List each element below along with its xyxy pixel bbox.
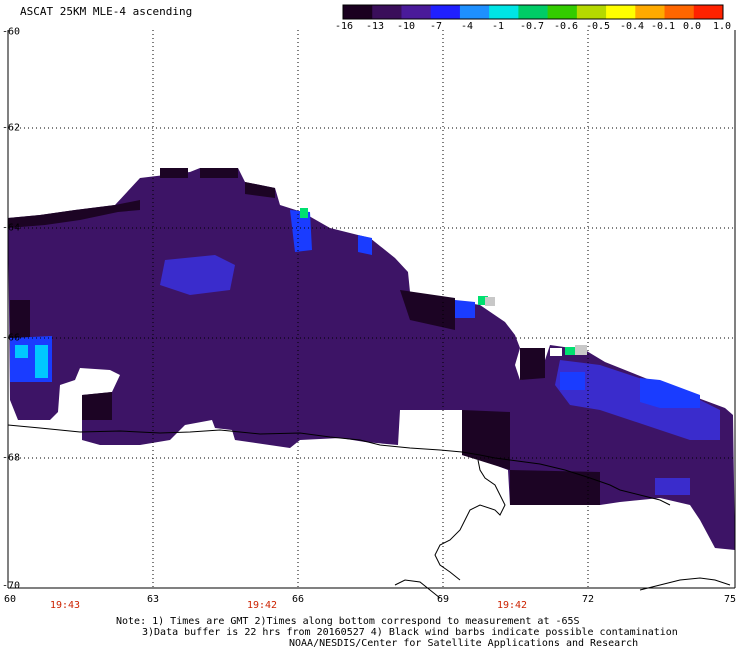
colorbar-label: -13	[365, 21, 385, 32]
data-region-blue-center	[160, 255, 235, 295]
note-line-1: Note: 1) Times are GMT 2)Times along bot…	[116, 616, 580, 627]
time-label: 19:42	[246, 600, 278, 611]
colorbar-segment	[606, 5, 636, 19]
colorbar-label: -7	[429, 21, 443, 32]
lat-label: -70	[2, 580, 21, 592]
data-region-bright-east	[455, 300, 700, 408]
coastline-inlet	[434, 459, 506, 581]
data-region-green-1	[300, 208, 308, 218]
colorbar-label: -0.1	[650, 21, 676, 32]
colorbar-segment	[343, 5, 373, 19]
data-region-white-notch	[550, 348, 562, 356]
colorbar-label: -10	[396, 21, 416, 32]
lat-label: -60	[2, 26, 21, 38]
colorbar-label: -0.6	[553, 21, 579, 32]
colorbar-segment	[372, 5, 402, 19]
colorbar-label: -4	[460, 21, 474, 32]
colorbar-label: 0.0	[682, 21, 702, 32]
data-region-dark-east	[400, 290, 600, 505]
colorbar-label: -0.4	[619, 21, 645, 32]
colorbar-segment	[664, 5, 695, 19]
coastline-main	[7, 424, 671, 506]
colorbar-segment	[401, 5, 432, 19]
data-region-cyan-west	[15, 345, 48, 378]
plot-frame	[7, 30, 736, 589]
colorbar-label: -16	[334, 21, 354, 32]
lat-label: -68	[2, 452, 21, 464]
colorbar-segment	[576, 5, 607, 19]
graticule	[8, 30, 735, 588]
data-region-gray-cell	[575, 345, 587, 355]
lat-label: -64	[2, 222, 21, 234]
data-region-bright-north	[290, 210, 372, 255]
colorbar-label: -0.5	[585, 21, 611, 32]
lat-label: -66	[2, 332, 21, 344]
time-label: 19:43	[49, 600, 81, 611]
data-region-dark-top	[8, 200, 140, 228]
map-title: ASCAT 25KM MLE-4 ascending	[20, 5, 193, 18]
lon-label: 63	[146, 594, 160, 605]
backscatter-field	[8, 168, 735, 550]
lon-label: 75	[723, 594, 737, 605]
colorbar-label: 1.0	[712, 21, 732, 32]
colorbar-segment	[489, 5, 519, 19]
colorbar-segment	[459, 5, 490, 19]
coastline	[7, 424, 731, 599]
data-region-gray-cell-2	[485, 297, 495, 306]
data-region-main	[8, 168, 735, 550]
colorbar-segment	[518, 5, 549, 19]
lon-label: 72	[581, 594, 595, 605]
colorbar-segment	[693, 5, 724, 19]
lon-label: 60	[3, 594, 17, 605]
data-region-dark-north	[160, 168, 275, 198]
colorbar-segment	[430, 5, 461, 19]
colorbar-segment	[547, 5, 578, 19]
data-region-blue-south	[655, 478, 690, 495]
data-region-blue-east	[555, 360, 720, 440]
lat-label: -62	[2, 122, 21, 134]
colorbar-label: -0.7	[519, 21, 545, 32]
note-line-2: 3)Data buffer is 22 hrs from 20160527 4)…	[142, 627, 678, 638]
note-line-3: NOAA/NESDIS/Center for Satellite Applica…	[289, 638, 639, 649]
lon-label: 66	[291, 594, 305, 605]
colorbar-labels: -16 -13 -10 -7 -4 -1 -0.7 -0.6 -0.5 -0.4…	[330, 21, 740, 35]
lon-label: 69	[436, 594, 450, 605]
coastline-south	[394, 577, 731, 599]
colorbar-border	[342, 4, 724, 20]
colorbar	[342, 4, 724, 20]
data-region-green-2	[478, 296, 488, 305]
colorbar-segment	[635, 5, 666, 19]
data-region-green-3	[565, 347, 575, 355]
colorbar-label: -1	[491, 21, 505, 32]
time-label: 19:42	[496, 600, 528, 611]
